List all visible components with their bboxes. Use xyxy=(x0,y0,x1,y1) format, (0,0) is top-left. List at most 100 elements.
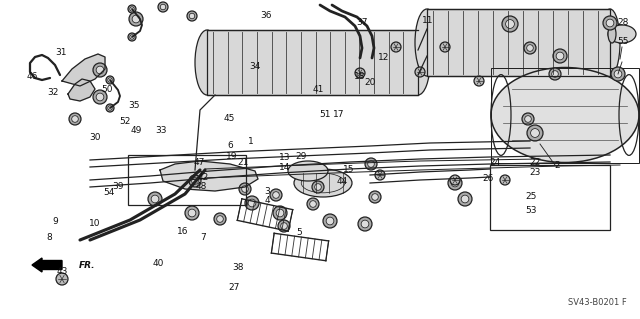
Bar xyxy=(207,30,418,95)
Text: 39: 39 xyxy=(113,182,124,191)
Circle shape xyxy=(128,33,136,41)
Circle shape xyxy=(108,78,112,82)
Circle shape xyxy=(93,90,107,104)
Circle shape xyxy=(248,199,256,207)
Circle shape xyxy=(160,4,166,10)
Circle shape xyxy=(527,125,543,141)
Circle shape xyxy=(151,195,159,203)
Text: 2: 2 xyxy=(554,161,559,170)
Text: 47: 47 xyxy=(194,158,205,167)
Polygon shape xyxy=(68,79,95,101)
Circle shape xyxy=(129,12,143,26)
Circle shape xyxy=(69,113,81,125)
Circle shape xyxy=(312,181,324,193)
Text: 46: 46 xyxy=(26,72,38,81)
Circle shape xyxy=(188,209,196,217)
Text: 4: 4 xyxy=(265,197,270,205)
Circle shape xyxy=(278,220,290,232)
Text: 8: 8 xyxy=(47,233,52,242)
Text: 45: 45 xyxy=(223,114,235,123)
Text: 13: 13 xyxy=(279,153,291,162)
Text: 11: 11 xyxy=(422,16,433,25)
Circle shape xyxy=(217,216,223,222)
Text: 12: 12 xyxy=(378,53,390,62)
Circle shape xyxy=(553,49,567,63)
Circle shape xyxy=(323,214,337,228)
Text: 32: 32 xyxy=(47,88,59,97)
Text: 27: 27 xyxy=(228,283,239,292)
Circle shape xyxy=(326,217,334,225)
Circle shape xyxy=(474,76,484,86)
Circle shape xyxy=(106,104,114,112)
Text: 34: 34 xyxy=(249,63,260,71)
Circle shape xyxy=(603,16,617,30)
Text: 5: 5 xyxy=(297,228,302,237)
Circle shape xyxy=(189,175,201,187)
Circle shape xyxy=(315,184,321,190)
Circle shape xyxy=(415,67,425,77)
Circle shape xyxy=(358,217,372,231)
Circle shape xyxy=(185,206,199,220)
Text: 29: 29 xyxy=(295,152,307,161)
Text: 17: 17 xyxy=(333,110,345,119)
Text: 22: 22 xyxy=(529,158,541,167)
Circle shape xyxy=(270,189,282,201)
Circle shape xyxy=(361,220,369,228)
Circle shape xyxy=(531,129,540,137)
Ellipse shape xyxy=(415,9,439,76)
Circle shape xyxy=(458,192,472,206)
Text: 3: 3 xyxy=(265,187,270,196)
Circle shape xyxy=(96,66,104,74)
Text: 23: 23 xyxy=(529,168,541,177)
Circle shape xyxy=(72,116,78,122)
Text: 7: 7 xyxy=(201,233,206,242)
Circle shape xyxy=(368,161,374,167)
Ellipse shape xyxy=(608,25,636,43)
Circle shape xyxy=(450,175,460,185)
Circle shape xyxy=(552,71,558,77)
Text: 21: 21 xyxy=(237,158,249,167)
Bar xyxy=(427,9,610,76)
Text: 14: 14 xyxy=(279,163,291,172)
Text: 9: 9 xyxy=(52,217,58,226)
Circle shape xyxy=(93,63,107,77)
Text: 31: 31 xyxy=(55,48,67,57)
Text: 30: 30 xyxy=(89,133,100,142)
Circle shape xyxy=(242,186,248,192)
Circle shape xyxy=(310,201,316,207)
Circle shape xyxy=(307,198,319,210)
Text: 44: 44 xyxy=(337,177,348,186)
Text: 33: 33 xyxy=(156,126,167,135)
Circle shape xyxy=(365,158,377,170)
Circle shape xyxy=(189,13,195,19)
Circle shape xyxy=(130,7,134,11)
Text: 42: 42 xyxy=(197,173,209,182)
Circle shape xyxy=(239,183,251,195)
Bar xyxy=(490,165,610,230)
Text: 36: 36 xyxy=(260,11,272,20)
Text: 35: 35 xyxy=(129,101,140,110)
Circle shape xyxy=(187,11,197,21)
Text: 41: 41 xyxy=(313,85,324,94)
Ellipse shape xyxy=(195,30,219,95)
Ellipse shape xyxy=(491,68,639,162)
Bar xyxy=(491,68,639,162)
Circle shape xyxy=(524,42,536,54)
Circle shape xyxy=(276,209,284,217)
Text: 55: 55 xyxy=(617,37,628,46)
Circle shape xyxy=(375,170,385,180)
Ellipse shape xyxy=(288,161,328,181)
Text: 6: 6 xyxy=(228,141,233,150)
Text: 1: 1 xyxy=(248,137,253,146)
Text: 40: 40 xyxy=(153,259,164,268)
Circle shape xyxy=(108,106,112,110)
Circle shape xyxy=(281,223,287,229)
Circle shape xyxy=(192,178,198,184)
Text: 49: 49 xyxy=(131,126,142,135)
Circle shape xyxy=(96,93,104,101)
Circle shape xyxy=(556,52,564,60)
Text: 37: 37 xyxy=(356,18,367,27)
Circle shape xyxy=(245,196,259,210)
Circle shape xyxy=(158,2,168,12)
Text: 38: 38 xyxy=(232,263,244,272)
